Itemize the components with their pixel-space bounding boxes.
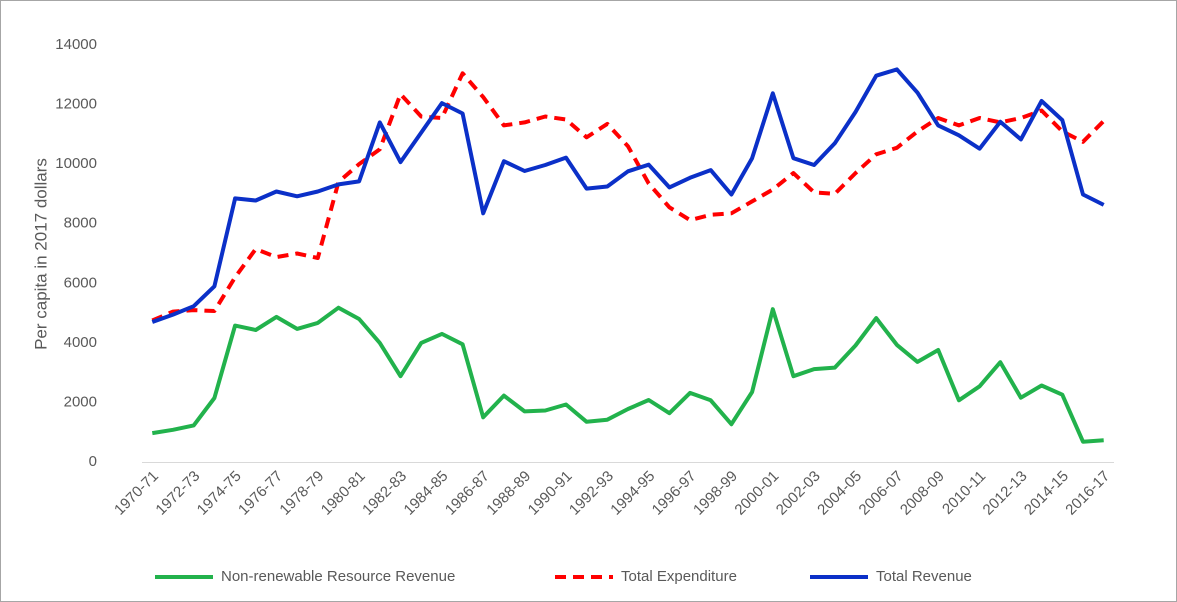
y-tick-label: 10000 xyxy=(55,155,97,172)
y-tick-label: 4000 xyxy=(64,334,97,351)
y-tick-label: 6000 xyxy=(64,274,97,291)
y-tick-label: 12000 xyxy=(55,96,97,113)
y-axis-title: Per capita in 2017 dollars xyxy=(31,158,50,350)
legend-label: Total Revenue xyxy=(876,568,972,585)
series-line xyxy=(151,305,1104,444)
y-tick-label: 14000 xyxy=(55,36,97,53)
y-tick-label: 0 xyxy=(89,453,97,470)
series-line xyxy=(151,67,1105,324)
y-tick-label: 2000 xyxy=(64,393,97,410)
series-line xyxy=(151,71,1106,323)
y-tick-label: 8000 xyxy=(64,215,97,232)
legend-label: Total Expenditure xyxy=(621,568,737,585)
legend-label: Non-renewable Resource Revenue xyxy=(221,568,455,585)
